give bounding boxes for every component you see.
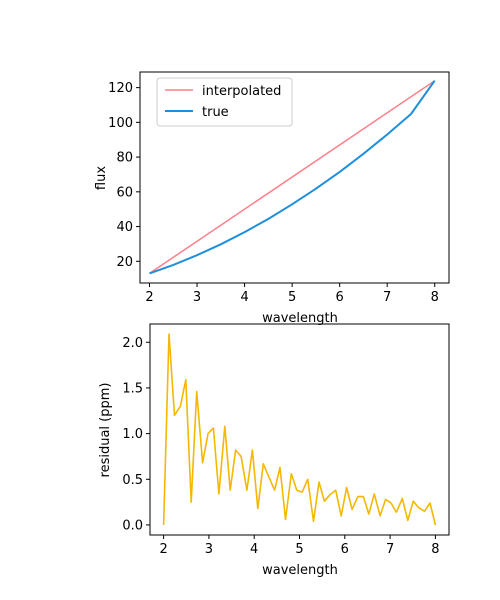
flux-axes-frame bbox=[139, 71, 450, 284]
legend-entry-true: true bbox=[202, 105, 229, 120]
x-tick-label: 7 bbox=[383, 290, 391, 305]
residual-lines bbox=[162, 333, 437, 526]
y-tick-label: 100 bbox=[108, 116, 133, 131]
residual-axes: 2 3 4 5 6 7 8 0.0 0.5 1.0 1.5 2.0 wavelength resid… bbox=[98, 323, 450, 578]
y-tick-label: 0.0 bbox=[122, 518, 143, 533]
x-tick-label: 7 bbox=[386, 542, 394, 557]
flux-x-axis-label: wavelength bbox=[262, 311, 338, 326]
flux-axes: 2 3 4 5 6 7 8 20 40 60 80 100 120 wavelength flux i… bbox=[94, 71, 450, 326]
residual-y-ticks: 0.0 0.5 1.0 1.5 2.0 bbox=[122, 336, 150, 533]
series-line-true bbox=[149, 80, 436, 275]
x-tick-label: 3 bbox=[205, 542, 213, 557]
flux-y-ticks: 20 40 60 80 100 120 bbox=[108, 81, 140, 270]
y-tick-label: 2.0 bbox=[122, 336, 143, 351]
x-tick-label: 2 bbox=[159, 542, 167, 557]
y-tick-label: 0.5 bbox=[122, 473, 143, 488]
residual-x-axis-label: wavelength bbox=[262, 563, 338, 578]
flux-legend: interpolated true bbox=[156, 77, 293, 127]
x-tick-label: 8 bbox=[431, 290, 439, 305]
series-line-interpolated bbox=[149, 80, 436, 275]
x-tick-label: 4 bbox=[250, 542, 258, 557]
x-tick-label: 3 bbox=[193, 290, 201, 305]
x-tick-label: 8 bbox=[431, 542, 439, 557]
series-line-residual bbox=[162, 333, 437, 526]
x-tick-label: 5 bbox=[288, 290, 296, 305]
legend-entry-interpolated: interpolated bbox=[202, 84, 281, 99]
flux-lines bbox=[149, 80, 436, 275]
y-tick-label: 1.5 bbox=[122, 381, 143, 396]
y-tick-label: 60 bbox=[116, 185, 133, 200]
y-tick-label: 20 bbox=[116, 255, 133, 270]
y-tick-label: 120 bbox=[108, 81, 133, 96]
x-tick-label: 4 bbox=[240, 290, 248, 305]
x-tick-label: 2 bbox=[145, 290, 153, 305]
y-tick-label: 80 bbox=[116, 151, 133, 166]
x-tick-label: 6 bbox=[336, 290, 344, 305]
y-tick-label: 40 bbox=[116, 220, 133, 235]
residual-y-axis-label: residual (ppm) bbox=[98, 383, 113, 478]
flux-x-ticks: 2 3 4 5 6 7 8 bbox=[145, 283, 439, 305]
x-tick-label: 5 bbox=[295, 542, 303, 557]
residual-x-ticks: 2 3 4 5 6 7 8 bbox=[159, 535, 440, 557]
flux-y-axis-label: flux bbox=[94, 166, 109, 190]
y-tick-label: 1.0 bbox=[122, 427, 143, 442]
x-tick-label: 6 bbox=[341, 542, 349, 557]
